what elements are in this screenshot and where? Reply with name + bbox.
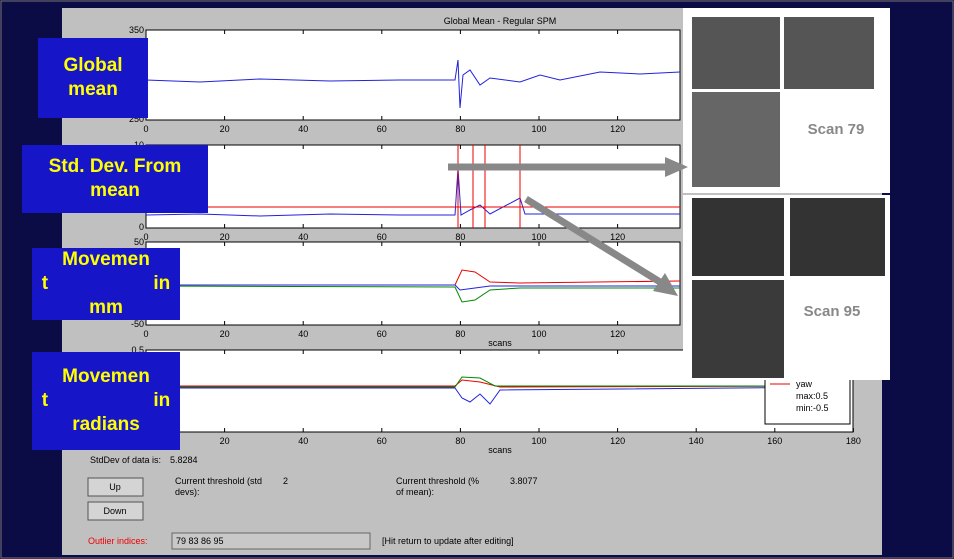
brain-image: [790, 198, 885, 276]
x-tick-label: 80: [455, 436, 465, 446]
legend-text: yaw: [796, 379, 813, 389]
brain-image: [692, 198, 784, 276]
x-tick-label: 20: [220, 329, 230, 339]
stddev-value: 5.8284: [170, 455, 198, 465]
x-tick-label: 40: [298, 436, 308, 446]
x-tick-label: 100: [531, 232, 546, 242]
x-tick-label: 40: [298, 329, 308, 339]
label-text: Movemen t in mm: [32, 248, 180, 320]
x-tick-label: 60: [377, 124, 387, 134]
label-wrap: Std. Dev. From mean: [22, 145, 208, 213]
plot-area: [146, 30, 680, 120]
x-axis-label: scans: [488, 445, 512, 455]
label-wrap: Movemen t in mm: [32, 248, 180, 320]
x-tick-label: 120: [610, 232, 625, 242]
x-tick-label: 0: [143, 232, 148, 242]
x-tick-label: 80: [455, 232, 465, 242]
threshold-std-label: Current threshold (std devs):: [175, 476, 265, 498]
brain-image: [692, 280, 784, 378]
scan-label: Scan 95: [804, 303, 861, 320]
window-title: Global Mean - Regular SPM: [444, 16, 557, 26]
x-tick-label: 60: [377, 329, 387, 339]
legend-text: min:-0.5: [796, 403, 829, 413]
y-tick-label: 350: [129, 25, 144, 35]
x-tick-label: 120: [610, 436, 625, 446]
x-tick-label: 0: [143, 329, 148, 339]
x-tick-label: 100: [531, 329, 546, 339]
label-text: Movemen t in radians: [32, 352, 180, 450]
label-text: Std. Dev. From mean: [22, 145, 208, 213]
threshold-std-wrap: Current threshold (std devs):: [175, 476, 265, 506]
plot-area: [146, 242, 680, 325]
x-tick-label: 120: [610, 329, 625, 339]
label-wrap: Global mean: [38, 38, 148, 118]
plot-area: [146, 145, 680, 228]
x-tick-label: 80: [455, 124, 465, 134]
outlier-label: Outlier indices:: [88, 536, 148, 546]
stddev-label: StdDev of data is:: [90, 455, 161, 465]
x-tick-label: 100: [531, 436, 546, 446]
down-button-text[interactable]: Down: [103, 506, 126, 516]
x-axis-label: scans: [488, 338, 512, 348]
x-tick-label: 100: [531, 124, 546, 134]
slide: Global Mean - Regular SPM 02040608010012…: [0, 0, 954, 559]
x-tick-label: 20: [220, 124, 230, 134]
up-button-text[interactable]: Up: [109, 482, 121, 492]
hint: [Hit return to update after editing]: [382, 536, 514, 546]
x-tick-label: 40: [298, 124, 308, 134]
x-tick-label: 60: [377, 232, 387, 242]
x-tick-label: 0: [143, 124, 148, 134]
x-tick-label: 40: [298, 232, 308, 242]
x-tick-label: 20: [220, 232, 230, 242]
brain-image: [784, 17, 874, 89]
legend-text: max:0.5: [796, 391, 828, 401]
brain-image: [692, 92, 780, 187]
y-tick-label: 50: [134, 237, 144, 247]
outlier-value[interactable]: 79 83 86 95: [176, 536, 224, 546]
x-tick-label: 120: [610, 124, 625, 134]
label-wrap: Movemen t in radians: [32, 352, 180, 450]
x-tick-label: 20: [220, 436, 230, 446]
x-tick-label: 180: [846, 436, 861, 446]
x-tick-label: 80: [455, 329, 465, 339]
threshold-pct-label: Current threshold (% of mean):: [396, 476, 486, 498]
x-tick-label: 60: [377, 436, 387, 446]
threshold-pct-value: 3.8077: [510, 476, 538, 486]
threshold-pct-wrap: Current threshold (% of mean):: [396, 476, 486, 506]
page: Global Mean - Regular SPM 02040608010012…: [0, 0, 954, 559]
scan-label: Scan 79: [808, 121, 865, 138]
x-tick-label: 160: [767, 436, 782, 446]
x-tick-label: 140: [689, 436, 704, 446]
y-tick-label: 0: [139, 222, 144, 232]
threshold-std-value: 2: [283, 476, 288, 486]
label-text: Global mean: [38, 38, 148, 118]
y-tick-label: -50: [131, 319, 144, 329]
brain-image: [692, 17, 780, 89]
